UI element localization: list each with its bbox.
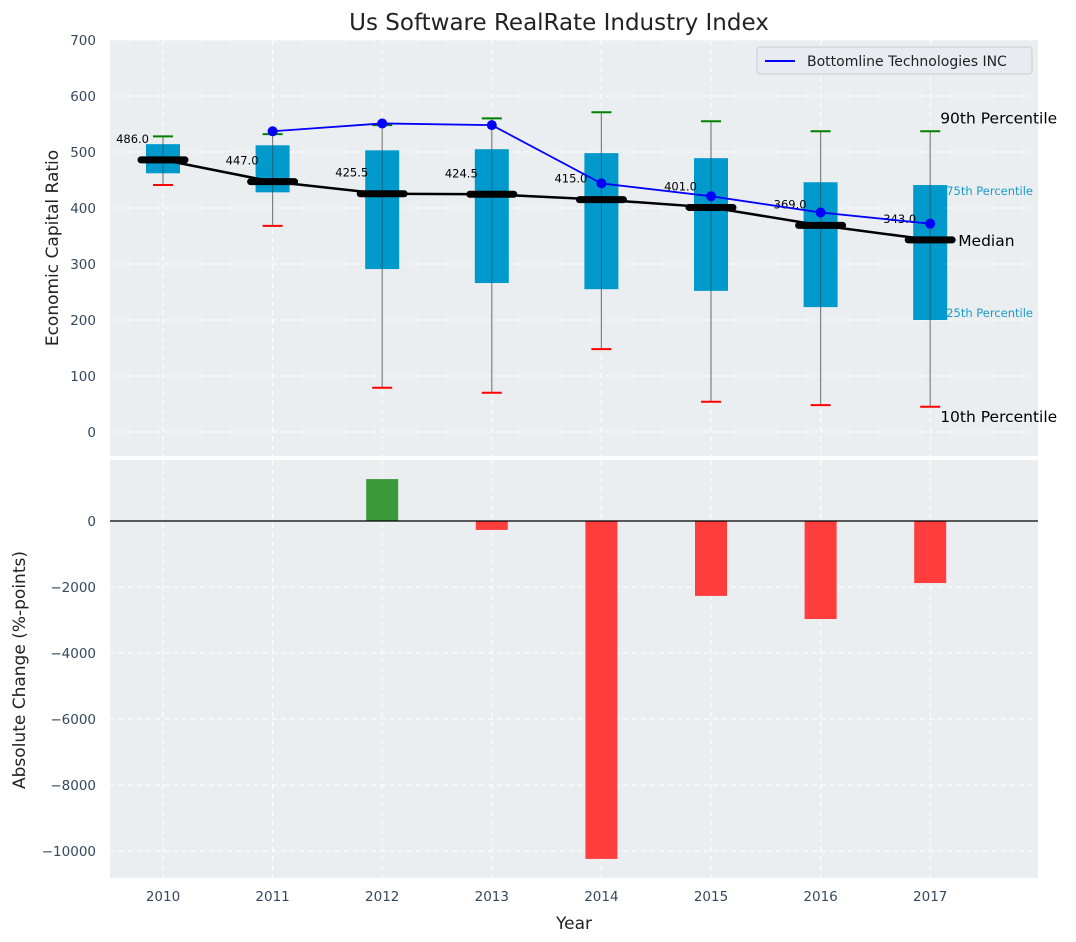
median-value-label: 447.0: [226, 154, 259, 168]
annotation-median: Median: [958, 232, 1014, 250]
median-value-label: 343.0: [883, 212, 916, 226]
box-plots: [146, 111, 948, 408]
change-bar: [366, 479, 399, 521]
bottom-y-tick-label: −4000: [50, 646, 96, 662]
median-value-label: 415.0: [554, 172, 587, 186]
change-bars: [110, 479, 1038, 859]
company-point: [486, 120, 497, 131]
percentile-annotations: 90th Percentile 75th Percentile Median 25th…: [940, 109, 1057, 426]
legend-box: [756, 46, 1033, 75]
top-y-axis-label: Economic Capital Ratio: [43, 150, 63, 346]
bottom-y-tick-label: −10000: [42, 844, 96, 860]
change-bar: [804, 521, 837, 620]
top-y-tick-label: 0: [87, 425, 96, 441]
annotation-p90: 90th Percentile: [940, 109, 1057, 127]
company-point: [706, 191, 716, 202]
x-tick-label: 2016: [803, 889, 837, 905]
company-series: [267, 118, 936, 229]
annotation-p75: 75th Percentile: [946, 184, 1033, 198]
x-tick-label: 2017: [913, 889, 947, 905]
bottom-y-ticks: 0 −2000 −4000 −6000 −8000 −10000: [42, 514, 96, 860]
median-value-label: 486.0: [116, 132, 149, 146]
annotation-p10: 10th Percentile: [940, 408, 1057, 426]
bottom-y-axis-label: Absolute Change (%-points): [10, 551, 30, 789]
bottom-y-tick-label: −6000: [50, 712, 96, 728]
top-y-tick-label: 100: [70, 369, 96, 385]
legend: Bottomline Technologies INC: [756, 46, 1033, 75]
company-point: [267, 126, 278, 137]
top-y-tick-label: 500: [70, 145, 96, 161]
top-y-tick-label: 400: [70, 201, 96, 217]
legend-label: Bottomline Technologies INC: [807, 54, 1007, 70]
x-tick-label: 2014: [584, 889, 618, 905]
median-value-label: 424.5: [445, 166, 478, 180]
x-tick-label: 2013: [475, 889, 509, 905]
top-y-tick-label: 300: [70, 257, 96, 273]
median-value-label: 401.0: [664, 179, 697, 193]
top-panel-background: [110, 40, 1038, 456]
bottom-y-tick-label: −8000: [50, 778, 96, 794]
x-tick-label: 2011: [255, 889, 289, 905]
median-value-label: 369.0: [774, 197, 807, 211]
change-bar: [914, 521, 947, 584]
x-axis-label: Year: [555, 914, 592, 934]
bottom-y-tick-label: 0: [87, 514, 96, 530]
x-tick-label: 2012: [365, 889, 399, 905]
median-trend: 486.0 447.0 425.5 424.5 415.0 401.0 369.0 343.0: [116, 132, 956, 244]
change-bar: [585, 521, 618, 859]
median-value-label: 425.5: [335, 166, 368, 180]
top-y-ticks: 0 100 200 300 400 500 600 700: [70, 33, 96, 441]
change-bar: [475, 521, 508, 530]
x-ticks: 2010 2011 2012 2013 2014 2015 2016 2017: [146, 889, 948, 905]
bottom-y-tick-label: −2000: [50, 580, 96, 596]
annotation-p25: 25th Percentile: [946, 306, 1033, 320]
top-y-tick-label: 600: [70, 89, 96, 105]
company-point: [596, 178, 607, 189]
bottom-panel-background: [110, 460, 1038, 878]
x-tick-label: 2010: [146, 889, 180, 905]
top-y-tick-label: 200: [70, 313, 96, 329]
company-point: [377, 118, 388, 129]
top-y-tick-label: 700: [70, 33, 96, 49]
company-point: [815, 207, 826, 218]
change-bar: [695, 521, 727, 596]
company-point: [925, 218, 936, 229]
chart-title: Us Software RealRate Industry Index: [349, 10, 769, 36]
x-tick-label: 2015: [694, 889, 728, 905]
